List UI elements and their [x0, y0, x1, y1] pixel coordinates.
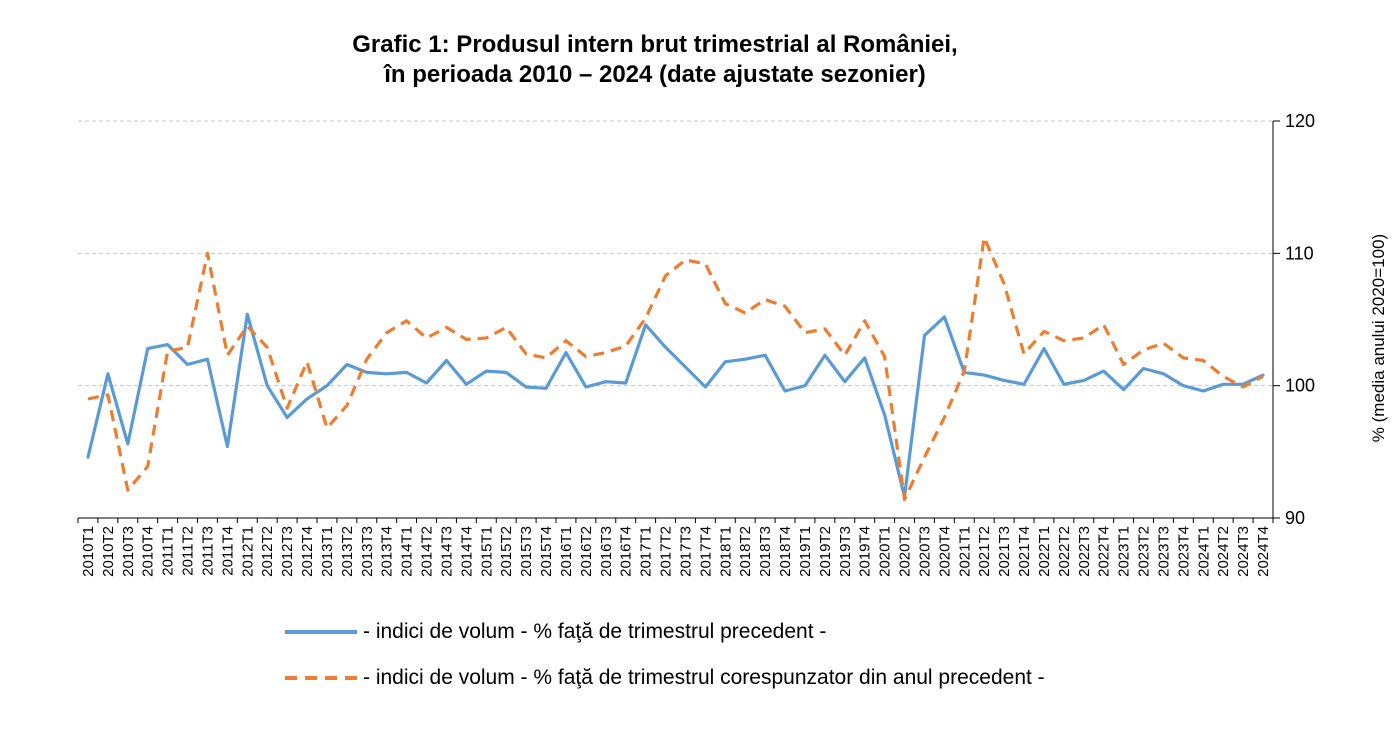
x-tick-label: 2017T2	[658, 526, 675, 577]
legend-swatch-solid	[285, 630, 357, 635]
y-tick-label: 90	[1285, 508, 1305, 528]
x-tick-label: 2018T1	[717, 526, 734, 577]
x-tick-label: 2020T2	[897, 526, 914, 577]
x-tick-label: 2020T3	[916, 526, 933, 577]
x-tick-label: 2019T2	[817, 526, 834, 577]
x-tick-label: 2022T4	[1096, 526, 1113, 577]
y-tick-label: 120	[1285, 111, 1315, 131]
legend: - indici de volum - % faţă de trimestrul…	[285, 614, 1045, 706]
x-tick-label: 2020T4	[936, 526, 953, 577]
x-tick-label: 2017T4	[697, 526, 714, 577]
x-tick-label: 2017T1	[638, 526, 655, 577]
x-tick-label: 2013T4	[379, 526, 396, 577]
x-tick-label: 2010T1	[80, 526, 97, 577]
x-tick-label: 2011T3	[199, 526, 216, 576]
x-tick-label: 2012T4	[299, 526, 316, 577]
legend-swatch-dashed	[285, 676, 357, 681]
x-tick-label: 2020T1	[877, 526, 894, 577]
x-tick-label: 2018T3	[757, 526, 774, 577]
x-tick-label: 2019T4	[857, 526, 874, 577]
x-tick-label: 2011T2	[180, 526, 197, 576]
x-tick-label: 2011T1	[160, 526, 177, 576]
x-tick-label: 2016T3	[598, 526, 615, 577]
x-tick-label: 2021T2	[976, 526, 993, 577]
x-tick-label: 2014T2	[419, 526, 436, 577]
x-tick-label: 2014T4	[458, 526, 475, 577]
x-tick-label: 2023T3	[1155, 526, 1172, 577]
x-tick-label: 2014T1	[399, 526, 416, 577]
x-tick-label: 2019T3	[837, 526, 854, 577]
x-tick-label: 2011T4	[219, 526, 236, 576]
x-tick-label: 2010T3	[120, 526, 137, 577]
x-tick-label: 2022T3	[1076, 526, 1093, 577]
x-tick-label: 2023T1	[1116, 526, 1133, 577]
x-tick-label: 2017T3	[677, 526, 694, 577]
x-tick-label: 2018T2	[737, 526, 754, 577]
x-tick-label: 2022T1	[1036, 526, 1053, 577]
x-tick-label: 2013T3	[359, 526, 376, 577]
x-tick-label: 2010T2	[100, 526, 117, 577]
series-line-yoy	[87, 235, 1264, 502]
legend-item-yoy: - indici de volum - % faţă de trimestrul…	[285, 660, 1045, 706]
x-tick-label: 2018T4	[777, 526, 794, 577]
x-tick-label: 2022T2	[1056, 526, 1073, 577]
y-axis-title: % (media anului 2020=100)	[1369, 234, 1388, 442]
x-tick-label: 2021T3	[996, 526, 1013, 577]
x-tick-label: 2015T1	[478, 526, 495, 577]
x-tick-label: 2010T4	[140, 526, 157, 577]
x-tick-label: 2024T3	[1235, 526, 1252, 577]
x-tick-label: 2023T2	[1136, 526, 1153, 577]
x-tick-label: 2016T2	[578, 526, 595, 577]
x-tick-label: 2014T3	[438, 526, 455, 577]
x-tick-label: 2023T4	[1175, 526, 1192, 577]
x-tick-label: 2016T1	[558, 526, 575, 577]
x-tick-label: 2024T1	[1195, 526, 1212, 577]
x-tick-label: 2013T2	[339, 526, 356, 577]
gridlines	[78, 120, 1273, 387]
x-tick-label: 2012T1	[239, 526, 256, 577]
x-tick-label: 2024T4	[1255, 526, 1272, 577]
y-tick-label: 100	[1285, 376, 1315, 396]
x-tick-label: 2015T4	[538, 526, 555, 577]
legend-label-qoq: - indici de volum - % faţă de trimestrul…	[363, 620, 827, 643]
x-tick-label: 2015T2	[498, 526, 515, 577]
series-line-qoq	[86, 312, 1265, 499]
x-tick-label: 2024T2	[1215, 526, 1232, 577]
x-tick-label: 2012T3	[279, 526, 296, 577]
x-tick-label: 2021T4	[1016, 526, 1033, 577]
x-tick-label: 2016T4	[618, 526, 635, 577]
x-tick-label: 2013T1	[319, 526, 336, 577]
legend-label-yoy: - indici de volum - % faţă de trimestrul…	[363, 666, 1045, 689]
series-lines	[86, 235, 1265, 502]
axes	[77, 120, 1280, 523]
y-tick-label: 110	[1285, 243, 1314, 263]
x-tick-label: 2019T1	[797, 526, 814, 577]
x-tick-label: 2021T1	[956, 526, 973, 577]
x-tick-label: 2015T3	[518, 526, 535, 577]
chart-title: Grafic 1: Produsul intern brut trimestri…	[0, 30, 1310, 90]
x-tick-label: 2012T2	[259, 526, 276, 577]
legend-item-qoq: - indici de volum - % faţă de trimestrul…	[285, 614, 1045, 660]
chart-title-line-1: Grafic 1: Produsul intern brut trimestri…	[352, 31, 958, 58]
chart-title-line-2: în perioada 2010 – 2024 (date ajustate s…	[384, 61, 926, 88]
